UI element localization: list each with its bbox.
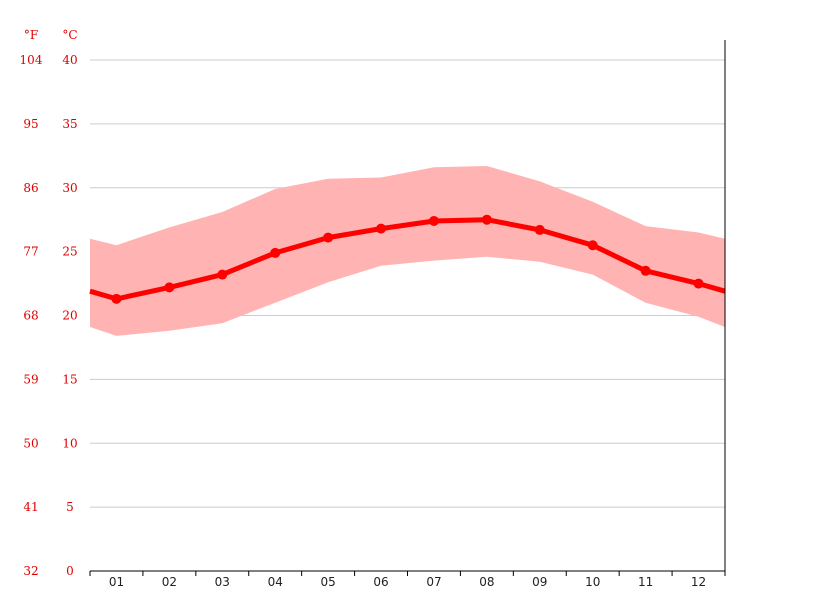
y-tick-label-f: 68 (23, 309, 38, 323)
x-tick-label: 06 (373, 575, 388, 589)
y-tick-label-c: 5 (66, 500, 74, 514)
x-tick-label: 10 (585, 575, 600, 589)
y-tick-label-f: 50 (23, 436, 38, 450)
data-point (376, 223, 387, 234)
x-tick-label: 11 (638, 575, 653, 589)
y-tick-label-c: 25 (62, 245, 77, 259)
x-tick-label: 02 (162, 575, 177, 589)
x-tick-label: 03 (215, 575, 230, 589)
x-tick-label: 07 (426, 575, 441, 589)
x-tick-label: 04 (268, 575, 283, 589)
data-point (693, 278, 704, 289)
y-tick-label-c: 20 (62, 309, 77, 323)
y-tick-label-f: 86 (23, 181, 38, 195)
unit-label-c: °C (62, 28, 77, 42)
data-point (323, 232, 334, 243)
y-axis-labels: 104 40 95 35 86 30 77 25 68 20 59 15 50 10 41 5 32 0 (20, 53, 78, 578)
y-tick-label-f: 77 (23, 245, 38, 259)
average-temperature-line (89, 217, 726, 302)
x-tick-label: 09 (532, 575, 547, 589)
x-tick-label: 01 (109, 575, 124, 589)
y-tick-label-c: 40 (62, 53, 77, 67)
y-tick-label-f: 41 (23, 500, 38, 514)
axes (89, 40, 726, 576)
data-point (587, 240, 598, 251)
data-point (164, 282, 175, 293)
y-tick-label-c: 10 (62, 436, 77, 450)
y-tick-label-f: 95 (23, 117, 38, 131)
data-point (270, 247, 281, 258)
x-tick-label: 08 (479, 575, 494, 589)
data-point (640, 265, 651, 276)
y-tick-label-c: 35 (62, 117, 77, 131)
x-axis-labels: 01 02 03 04 05 06 07 08 09 10 11 12 (109, 575, 706, 589)
data-points (111, 214, 704, 304)
data-point (534, 224, 545, 235)
y-tick-label-c: 30 (62, 181, 77, 195)
temperature-range-band (90, 166, 725, 336)
x-tick-label: 05 (320, 575, 335, 589)
unit-label-f: °F (24, 28, 38, 42)
y-tick-label-f: 59 (23, 372, 38, 386)
y-tick-label-c: 15 (62, 372, 77, 386)
y-tick-label-c: 0 (66, 564, 74, 578)
y-tick-label-f: 104 (20, 53, 43, 67)
data-point (428, 215, 439, 226)
data-point (481, 214, 492, 225)
data-point (111, 293, 122, 304)
x-tick-label: 12 (691, 575, 706, 589)
data-point (217, 269, 228, 280)
y-tick-label-f: 32 (23, 564, 38, 578)
